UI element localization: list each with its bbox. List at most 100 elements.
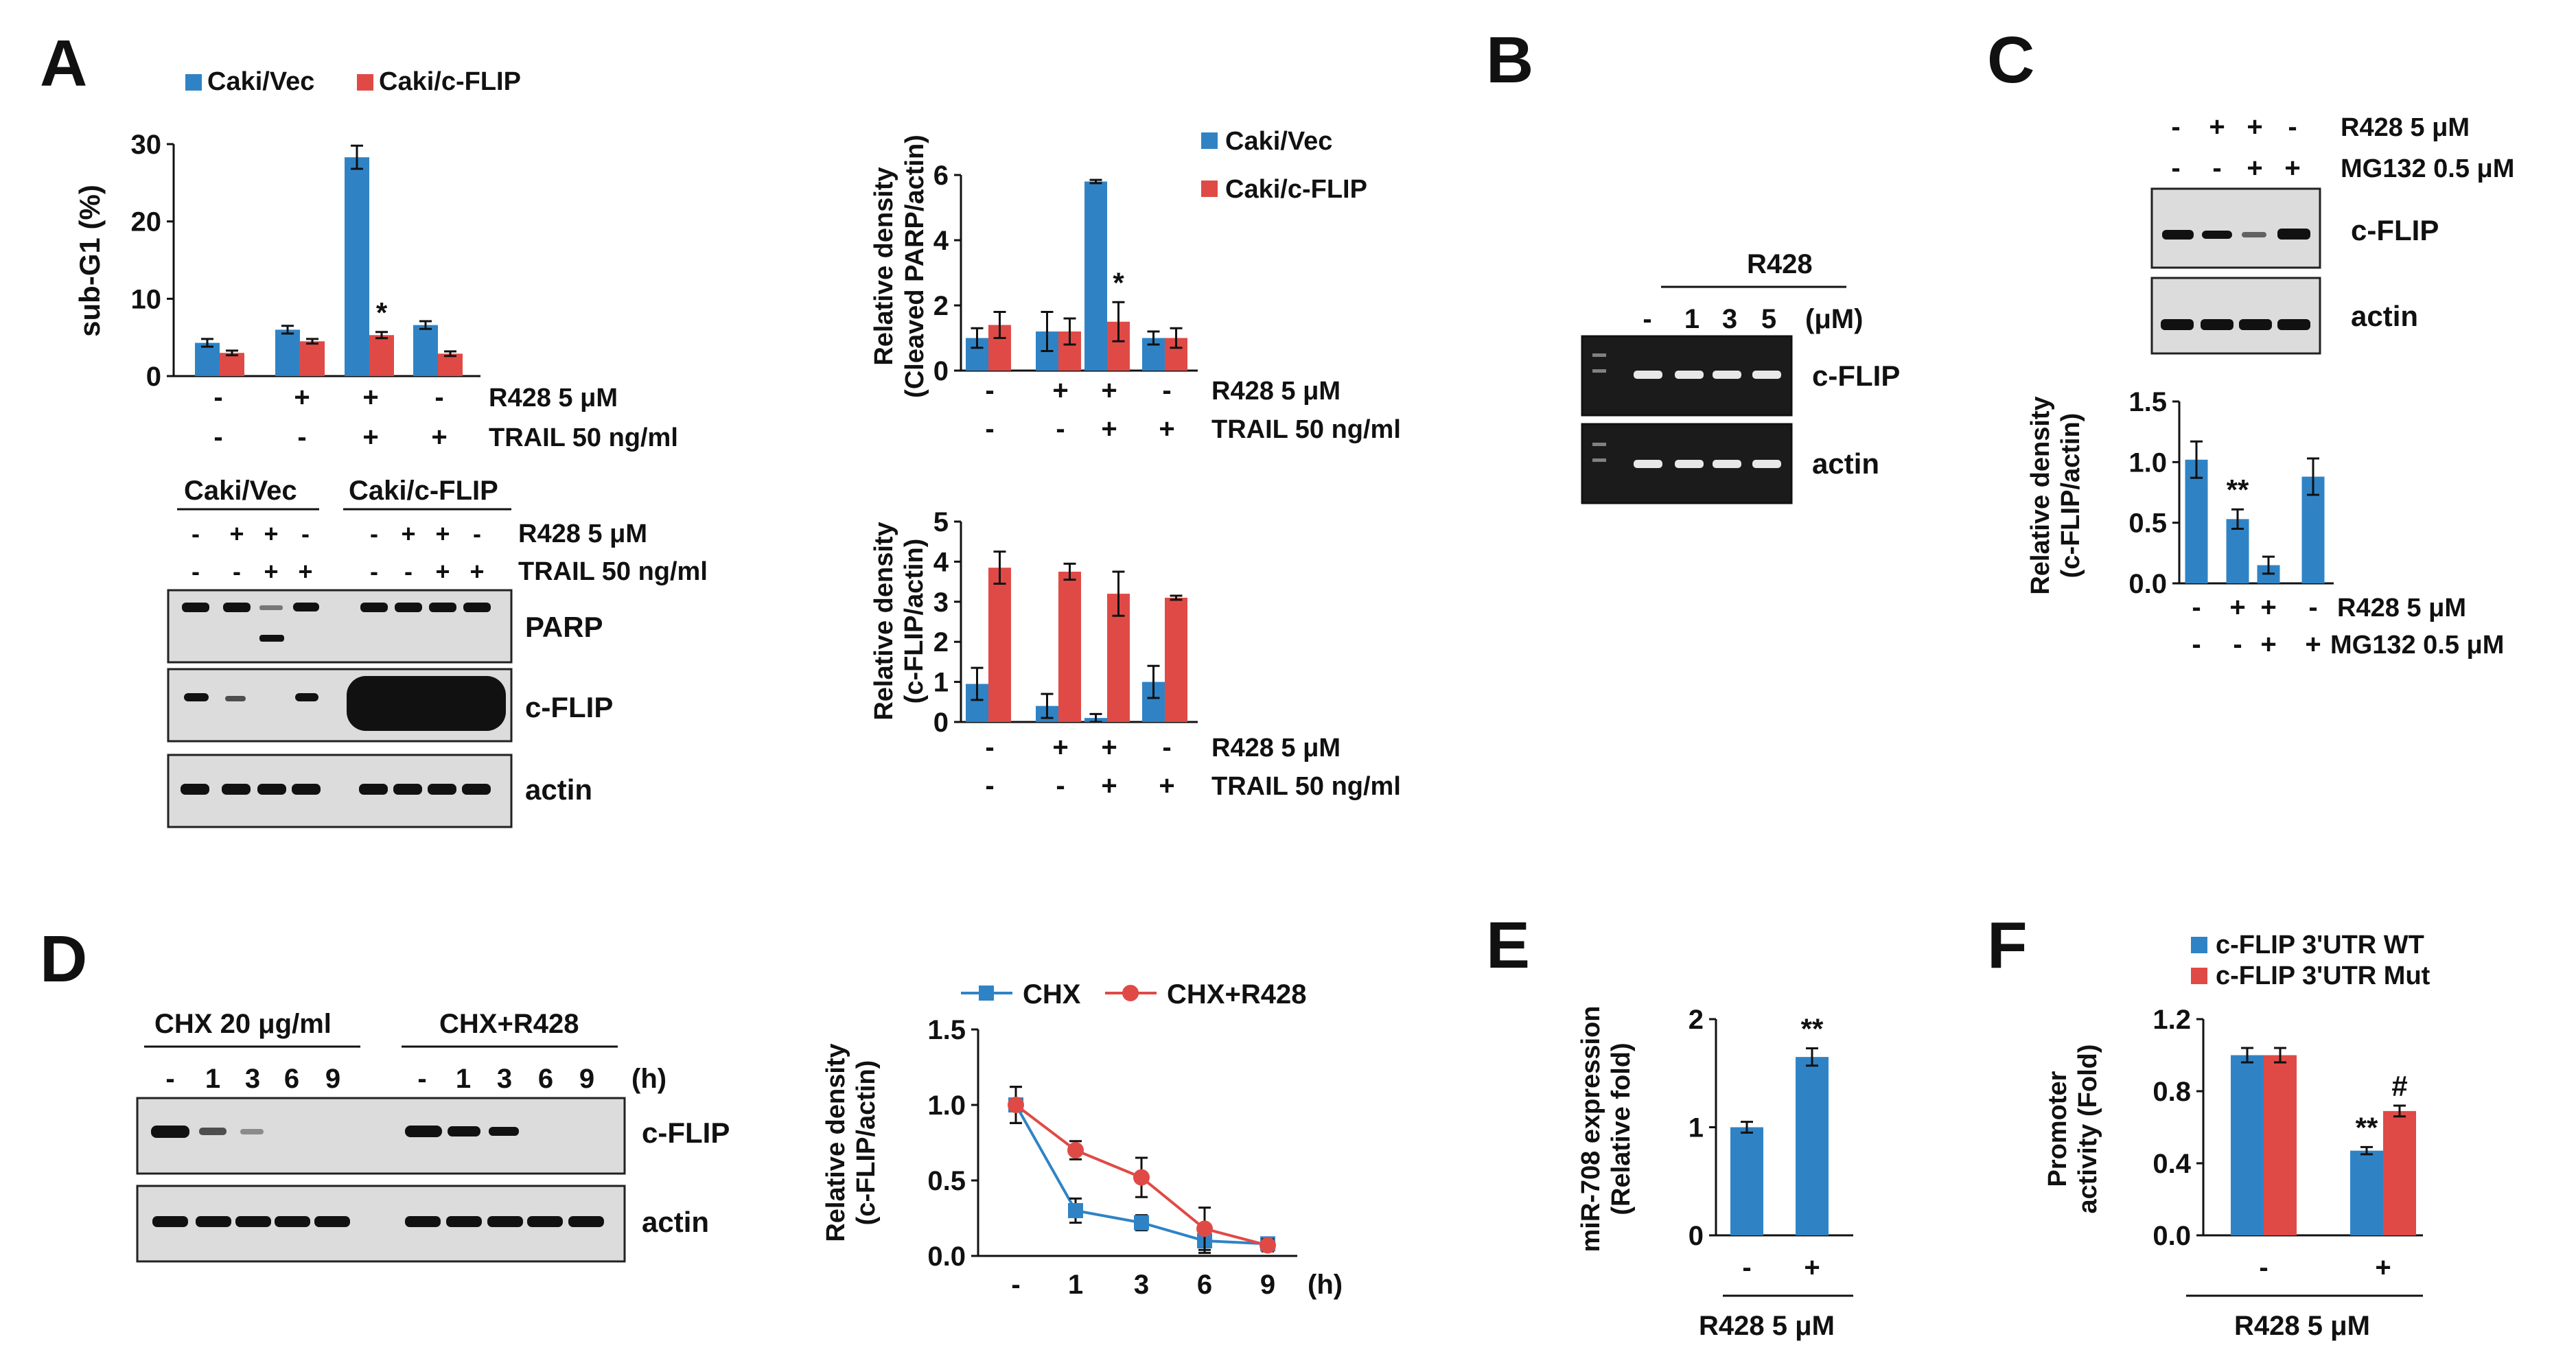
y-tick-label: 1: [1689, 1113, 1704, 1143]
band: [527, 1216, 563, 1227]
lanes-e: R428 5 μM: [1699, 1294, 1853, 1341]
legend-label-caki-cflip: Caki/c-FLIP: [379, 67, 521, 96]
lane-sign: -: [2288, 112, 2297, 142]
band: [235, 1216, 271, 1227]
band: [196, 1216, 231, 1227]
band: [393, 784, 422, 795]
label-r428: R428 5 μM: [489, 384, 618, 412]
chart-a-cleaved-parp: 0 2 4 6 * Relative density: [870, 161, 1198, 386]
lane-sign: +: [2247, 153, 2262, 183]
axis-title-cleaved-parp-1: (: [901, 389, 929, 398]
legend-label-wt: c-FLIP 3'UTR WT: [2216, 931, 2424, 959]
lane-sign: +: [431, 422, 447, 452]
significance-mark: *: [1113, 266, 1124, 299]
bar: [300, 341, 325, 376]
ladder-band: [1592, 369, 1606, 373]
panel-letter-b: B: [1486, 23, 1533, 97]
data-point: [1133, 1169, 1150, 1186]
x-tick-label: 9: [1260, 1270, 1275, 1300]
x-tick-label: 6: [1197, 1270, 1212, 1300]
bar: [988, 568, 1011, 722]
band: [405, 1126, 442, 1137]
lane-time: 9: [325, 1064, 340, 1094]
x-tick-label: -: [2259, 1252, 2268, 1283]
axis-title-y: (Relative fold): [1607, 1042, 1636, 1215]
blot-strip-actin: [2150, 277, 2321, 355]
label-r428: R428 5 μM: [1211, 377, 1341, 406]
lane-sign: -: [1162, 375, 1171, 406]
blot-group-caki-cflip: Caki/c-FLIP: [349, 476, 498, 506]
band: [360, 603, 388, 612]
legend-d: CHX CHX+R428: [961, 979, 1306, 1010]
axis-title-y: Promoter: [2043, 1071, 2072, 1187]
lane-time: 3: [497, 1064, 512, 1094]
y-tick-label: 0.5: [927, 1166, 966, 1196]
ladder-band: [1592, 353, 1606, 357]
legend-swatch-caki-vec: [1201, 132, 1218, 149]
band: [293, 603, 319, 611]
lane-sign: +: [362, 422, 378, 452]
lane-sign: -: [2233, 629, 2242, 660]
y-tick-label: 0.8: [2153, 1077, 2191, 1107]
significance-mark: **: [1801, 1013, 1824, 1045]
lane-sign: -: [301, 520, 310, 548]
lane-sign: +: [1052, 375, 1068, 406]
band: [199, 1128, 227, 1135]
axis-title-y: activity (Fold): [2074, 1044, 2102, 1213]
y-tick-label: 2: [1689, 1005, 1704, 1035]
lane-sign: -: [192, 520, 200, 548]
band: [181, 784, 209, 795]
lane-sign: -: [233, 557, 241, 585]
lane-sign: +: [2209, 112, 2225, 142]
band: [359, 784, 388, 795]
lanes-f: R428 5 μM: [2186, 1294, 2423, 1341]
lane-sign: +: [2247, 112, 2262, 142]
band: [2201, 319, 2233, 330]
label-trail: TRAIL 50 ng/ml: [489, 423, 678, 452]
band: [428, 784, 456, 795]
lane-sign: -: [985, 771, 994, 801]
band: [240, 1129, 264, 1134]
lane-sign: +: [2260, 629, 2276, 660]
y-tick-label: 30: [131, 130, 162, 160]
significance-mark: #: [2391, 1070, 2407, 1102]
lane-sign: -: [2212, 153, 2221, 183]
chart-a-cflip-density: 0 1 2 3 4 5 Relative density (c-FLIP/actin): [870, 507, 1198, 738]
blot-label-cflip: c-FLIP: [525, 691, 613, 723]
label-r428: R428 5 μM: [1699, 1311, 1835, 1341]
bar: [1084, 181, 1107, 371]
bar: [220, 353, 244, 376]
blot-label-cflip: c-FLIP: [642, 1117, 730, 1149]
y-tick-label: 2: [933, 627, 949, 657]
band: [151, 1126, 189, 1138]
axis-title-y: miR-708 expression: [1577, 1005, 1605, 1252]
band: [2242, 232, 2266, 237]
blot-d: CHX 20 μg/ml CHX+R428 - 1 3 6 9 - 1 3 6 …: [136, 1009, 730, 1263]
legend-label-caki-vec: Caki/Vec: [207, 67, 314, 96]
x-tick-label: 3: [1134, 1270, 1149, 1300]
gel-label-cflip: c-FLIP: [1812, 360, 1900, 392]
data-point: [1196, 1220, 1213, 1237]
chart-a-subg1: 0 10 20 30 * sub-G1 (%): [73, 130, 480, 392]
lane-sign: -: [2171, 153, 2180, 183]
lane-time: -: [417, 1064, 426, 1094]
lane-sign: -: [297, 422, 306, 452]
lane-sign: +: [294, 382, 310, 412]
label-trail: TRAIL 50 ng/ml: [1211, 772, 1401, 801]
axis-title-y: (c-FLIP/actin): [2056, 413, 2085, 579]
legend-label-chx: CHX: [1023, 979, 1081, 1010]
blot-label-actin: actin: [642, 1206, 709, 1238]
lane-sign: -: [1056, 771, 1065, 801]
axis-title-y: (c-FLIP/actin): [852, 1060, 881, 1226]
blot-strip-actin: [167, 754, 513, 828]
y-tick-label: 0: [1689, 1221, 1704, 1251]
y-tick-label: 4: [933, 547, 949, 577]
label-um: (μM): [1805, 304, 1863, 334]
lane-time: 3: [245, 1064, 260, 1094]
band: [1634, 460, 1662, 468]
significance-mark: **: [2356, 1111, 2378, 1143]
lane-sign: -: [370, 557, 378, 585]
bar: [413, 325, 438, 376]
lane-dose: 3: [1722, 304, 1737, 334]
